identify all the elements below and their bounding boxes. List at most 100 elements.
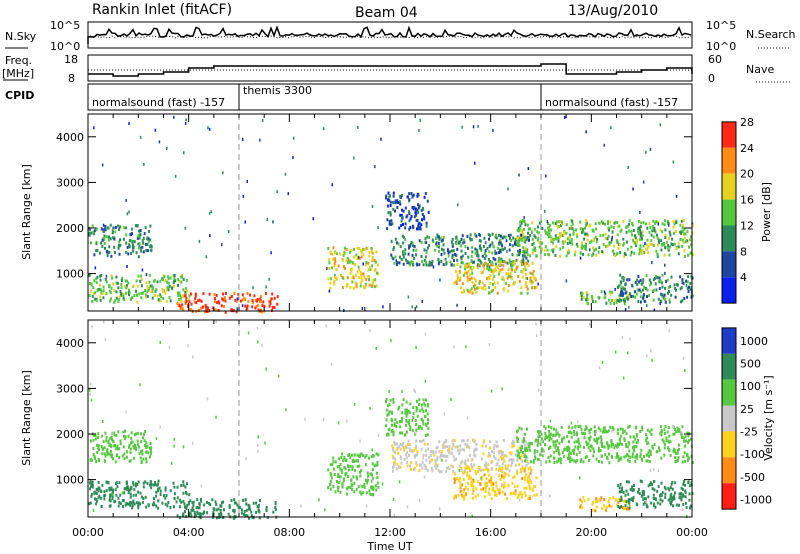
echo-cell (680, 286, 683, 290)
echo-cell (409, 261, 412, 265)
echo-cell (628, 219, 631, 223)
noise-cell (353, 156, 355, 160)
echo-cell (462, 490, 465, 493)
echo-cell (531, 489, 534, 493)
echo-cell (362, 454, 365, 457)
echo-cell (236, 503, 239, 507)
noise-cell (461, 125, 463, 129)
echo-cell (591, 246, 594, 250)
echo-cell (687, 285, 690, 289)
echo-cell (637, 275, 640, 278)
echo-cell (653, 480, 656, 483)
echo-cell (609, 290, 612, 294)
echo-cell (608, 504, 611, 508)
echo-cell (532, 459, 535, 463)
echo-cell (469, 265, 472, 269)
echo-cell (188, 493, 191, 497)
echo-cell (673, 447, 676, 451)
echo-cell (337, 481, 340, 484)
echo-cell (427, 427, 430, 431)
echo-cell (338, 465, 341, 469)
noise-cell (184, 121, 187, 125)
echo-cell (664, 236, 667, 240)
echo-cell (92, 438, 95, 442)
noise-cell (328, 289, 331, 293)
echo-cell (88, 227, 91, 231)
echo-cell (455, 269, 457, 273)
echo-cell (599, 234, 602, 238)
echo-cell (185, 507, 188, 510)
echo-cell (608, 461, 611, 465)
echo-cell (98, 494, 101, 498)
echo-cell (447, 254, 450, 258)
echo-cell (552, 443, 555, 447)
echo-cell (272, 510, 275, 514)
echo-cell (683, 254, 686, 258)
echo-cell (596, 439, 599, 443)
echo-cell (616, 285, 619, 289)
echo-cell (651, 224, 654, 228)
echo-cell (333, 279, 336, 283)
noise-cell (265, 285, 267, 289)
echo-cell (494, 268, 497, 272)
echo-cell (435, 236, 438, 240)
echo-cell (507, 289, 510, 293)
echo-cell (396, 448, 399, 452)
echo-cell (536, 230, 539, 234)
noise-cell (650, 349, 652, 353)
echo-cell (629, 292, 632, 296)
echo-cell (412, 226, 415, 230)
echo-cell (504, 464, 507, 468)
echo-cell (678, 447, 680, 451)
echo-cell (595, 457, 598, 461)
echo-cell (442, 236, 445, 239)
echo-cell (173, 485, 176, 489)
echo-cell (686, 295, 689, 299)
echo-cell (143, 232, 146, 236)
echo-cell (188, 511, 191, 515)
echo-cell (625, 507, 628, 511)
echo-cell (538, 221, 541, 225)
noise-cell (659, 433, 661, 437)
echo-cell (124, 487, 127, 490)
echo-cell (483, 284, 486, 288)
echo-cell (508, 458, 511, 462)
echo-cell (553, 461, 556, 464)
echo-cell (471, 466, 474, 470)
echo-cell (658, 287, 661, 290)
echo-cell (140, 292, 143, 295)
echo-cell (530, 469, 533, 473)
echo-cell (399, 194, 402, 198)
echo-cell (689, 281, 692, 285)
echo-cell (421, 461, 424, 465)
echo-cell (367, 456, 370, 460)
echo-cell (605, 508, 608, 512)
echo-cell (643, 285, 646, 289)
echo-cell (150, 447, 153, 451)
echo-cell (642, 498, 645, 502)
echo-cell (411, 253, 414, 257)
echo-cell (650, 428, 653, 432)
echo-cell (424, 449, 427, 453)
echo-cell (638, 280, 641, 284)
echo-cell (539, 453, 542, 457)
echo-cell (461, 447, 464, 451)
noise-cell (210, 210, 213, 214)
echo-cell (557, 457, 560, 461)
echo-cell (196, 498, 199, 502)
echo-cell (364, 263, 367, 267)
echo-cell (612, 249, 614, 253)
echo-cell (410, 240, 413, 244)
echo-cell (527, 231, 529, 235)
echo-cell (660, 239, 663, 243)
echo-cell (346, 261, 349, 265)
echo-cell (470, 276, 473, 280)
echo-cell (119, 243, 122, 247)
echo-cell (137, 480, 140, 484)
echo-cell (453, 263, 456, 267)
echo-cell (265, 509, 268, 513)
echo-cell (372, 278, 375, 282)
echo-cell (637, 490, 639, 494)
noise-cell (324, 508, 326, 512)
echo-cell (401, 416, 404, 420)
